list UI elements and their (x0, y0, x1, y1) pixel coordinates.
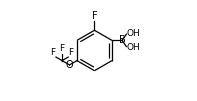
Text: O: O (66, 60, 73, 70)
Text: F: F (69, 48, 74, 57)
Text: F: F (59, 44, 65, 53)
Text: F: F (51, 48, 56, 57)
Text: F: F (92, 11, 97, 21)
Text: OH: OH (127, 29, 140, 38)
Text: OH: OH (127, 43, 140, 52)
Text: B: B (119, 35, 125, 45)
